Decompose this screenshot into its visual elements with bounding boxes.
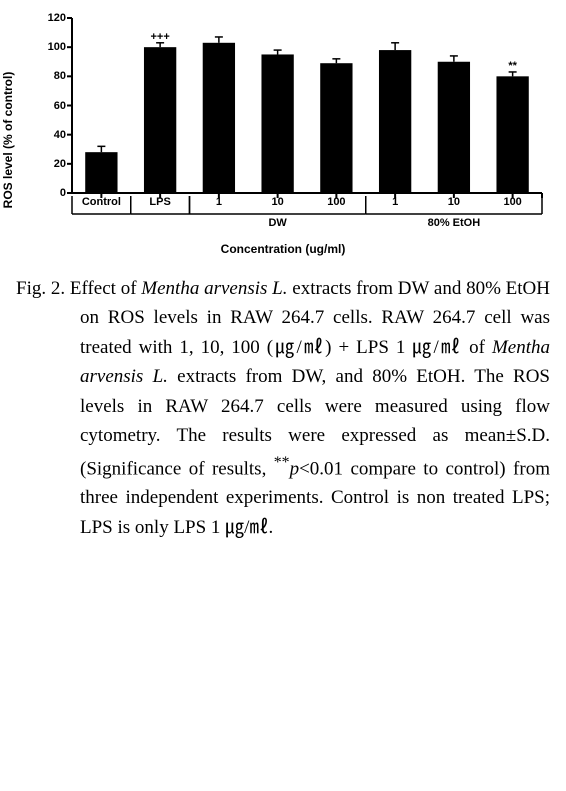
x-category-label: LPS [149,196,170,208]
y-tick-label: 40 [54,129,72,141]
x-category-label: 100 [503,196,521,208]
caption-italic-3: p [290,458,300,479]
y-tick-label: 120 [48,12,72,24]
y-axis-label: ROS level (% of control) [1,72,15,209]
y-tick-label: 80 [54,70,72,82]
plot-region: 020406080100120+++** [72,18,542,193]
ros-bar-chart: ROS level (% of control) 020406080100120… [14,10,552,270]
figure-caption: Fig. 2. Effect of Mentha arvensis L. ext… [14,274,552,542]
bar [85,152,117,193]
y-tick-label: 60 [54,100,72,112]
bar [496,76,528,193]
significance-marker: +++ [150,31,169,43]
bar [379,50,411,193]
y-tick-label: 100 [48,41,72,53]
bar [261,54,293,193]
x-group-labels: DW80% EtOH [72,214,542,234]
caption-sup: ** [274,454,290,471]
bar [144,47,176,193]
x-category-label: 1 [392,196,398,208]
x-category-label: 10 [448,196,460,208]
bar [320,63,352,193]
bar [438,62,470,193]
x-category-label: 1 [216,196,222,208]
x-category-label: Control [82,196,121,208]
caption-lead: Fig. 2. [16,278,65,299]
significance-marker: ** [508,60,517,72]
x-category-labels: Control LPS 1 10 100 1 10 100 [72,196,542,214]
x-category-label: 10 [272,196,284,208]
x-axis-title: Concentration (ug/ml) [14,242,552,256]
caption-text-1: Effect of [70,278,141,299]
y-tick-label: 20 [54,158,72,170]
caption-italic-1: Mentha arvensis L. [141,278,287,299]
bar [203,43,235,193]
y-tick-label: 0 [60,187,72,199]
x-category-label: 100 [327,196,345,208]
